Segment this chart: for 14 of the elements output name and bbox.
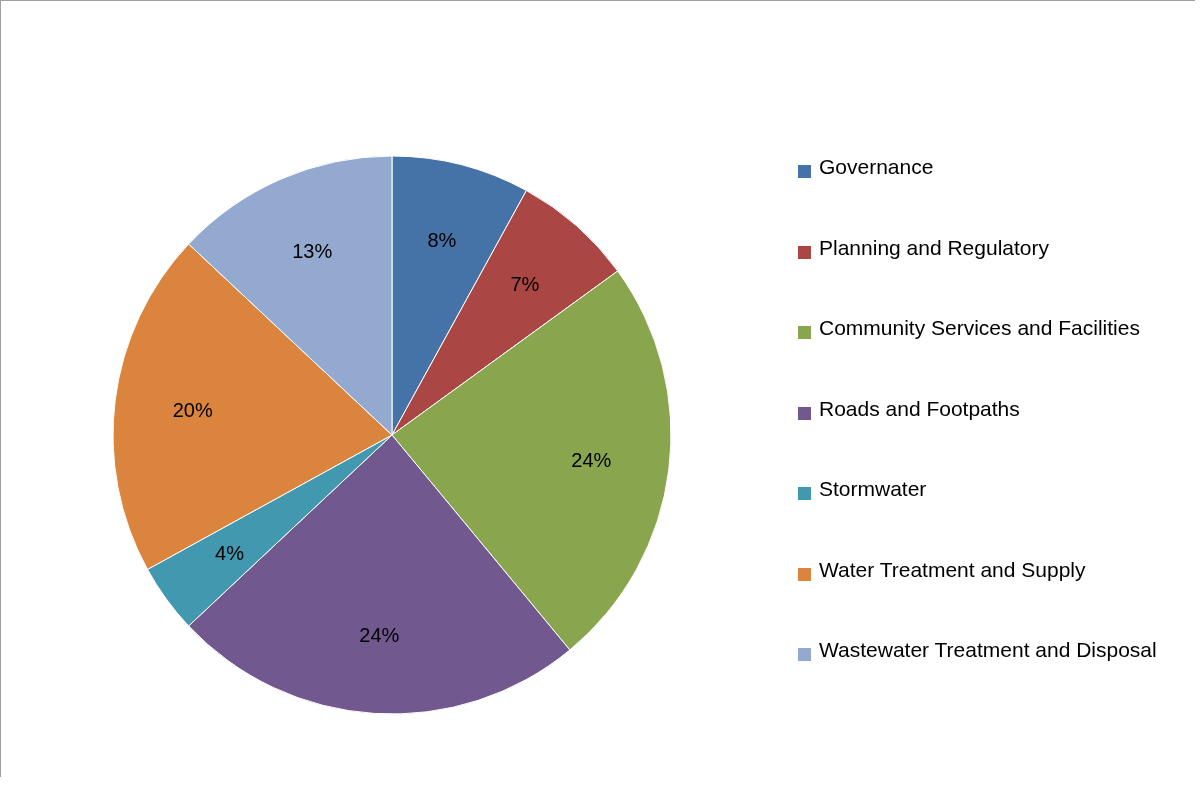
data-label: 8% — [427, 229, 457, 252]
legend-label: Roads and Footpaths — [819, 395, 1020, 422]
legend-label: Planning and Regulatory — [819, 234, 1049, 261]
legend-label: Water Treatment and Supply — [819, 556, 1086, 583]
legend-label: Stormwater — [819, 476, 927, 502]
legend-label: Community Services and Facilities — [819, 315, 1140, 341]
legend-label: Wastewater Treatment and Disposal — [819, 637, 1157, 663]
data-label: 20% — [172, 398, 213, 421]
legend-label: Governance — [819, 154, 934, 180]
data-label: 13% — [292, 239, 333, 262]
data-label: 7% — [510, 273, 540, 296]
data-label: 24% — [571, 449, 612, 472]
data-label: 4% — [215, 542, 245, 565]
data-label: 24% — [359, 624, 400, 647]
